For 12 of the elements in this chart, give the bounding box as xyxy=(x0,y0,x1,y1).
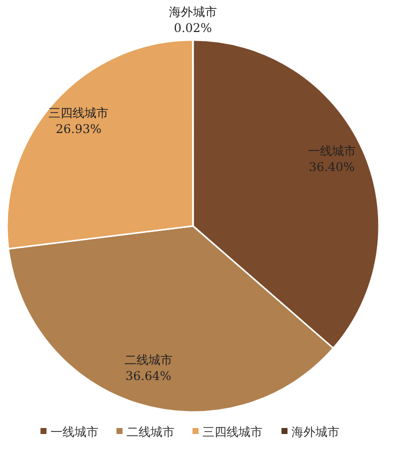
slice-label: 海外城市 xyxy=(168,5,217,19)
data-label: 36.40% xyxy=(308,160,355,174)
legend-label: 一线城市 xyxy=(50,425,98,439)
data-label: 0.02% xyxy=(174,21,212,35)
legend-label: 二线城市 xyxy=(126,425,174,439)
legend-label: 海外城市 xyxy=(292,425,340,439)
slice-label: 一线城市 xyxy=(308,144,356,158)
data-label: 36.64% xyxy=(125,368,172,383)
slice-label: 二线城市 xyxy=(124,352,172,367)
data-label: 26.93% xyxy=(56,122,102,136)
slice-label: 三四线城市 xyxy=(48,106,109,120)
legend-label: 三四线城市 xyxy=(202,425,262,439)
